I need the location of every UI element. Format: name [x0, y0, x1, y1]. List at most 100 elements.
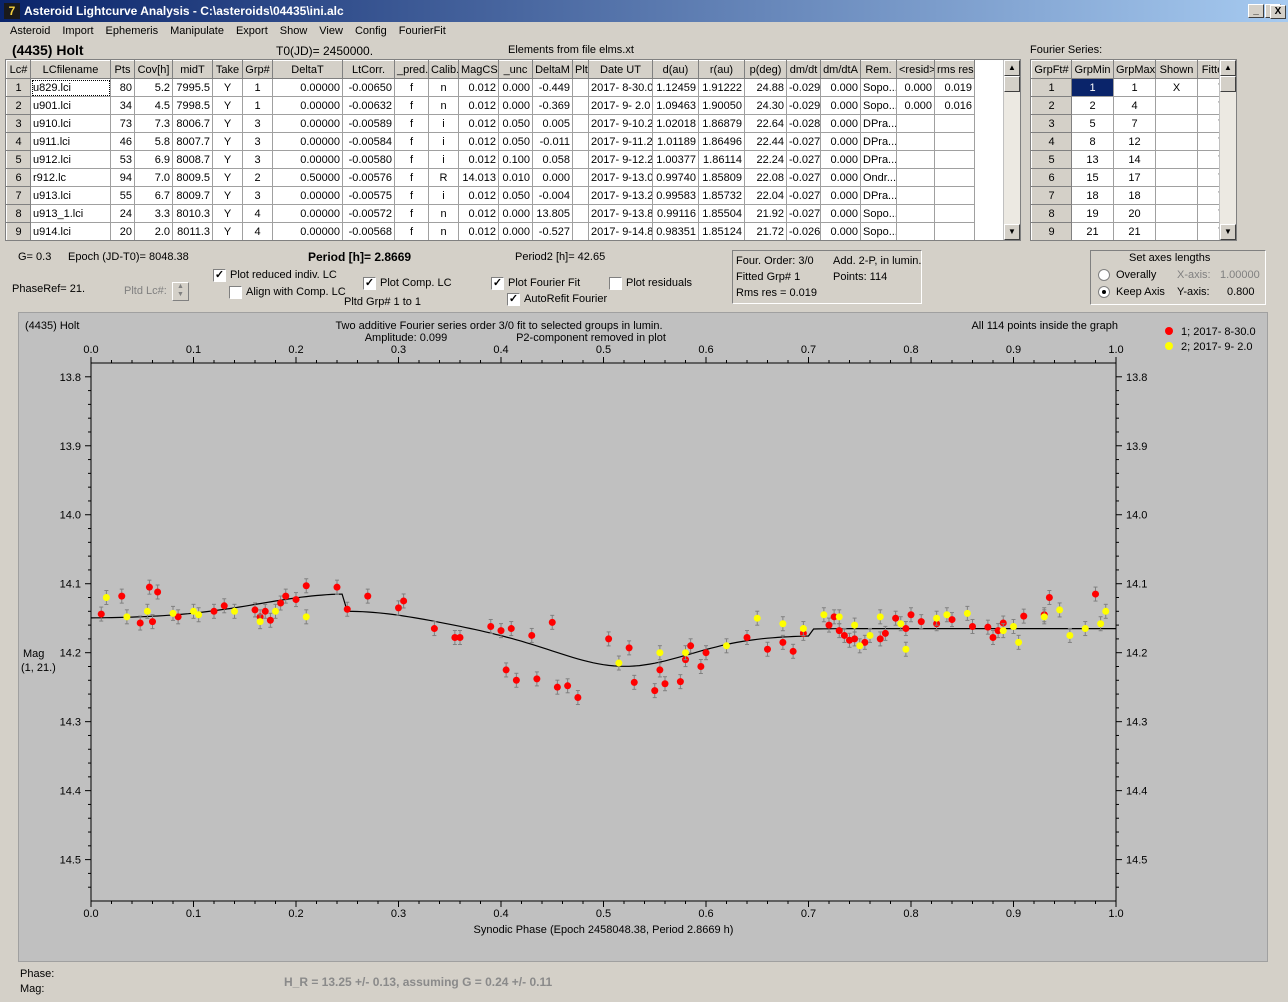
table-cell[interactable]: Y [212, 168, 243, 187]
lc-col-header[interactable]: Lc# [6, 60, 31, 79]
table-cell[interactable]: 3 [6, 114, 31, 133]
table-cell[interactable]: f [394, 96, 429, 115]
fourier-col-header[interactable]: GrpFt# [1031, 60, 1072, 79]
lightcurve-table[interactable]: Lc# LCfilename Pts Cov[h] midT Take Grp# DeltaT… [5, 59, 1021, 241]
fourier-col-header[interactable]: Shown [1155, 60, 1198, 79]
table-cell[interactable]: 0.00000 [272, 132, 343, 151]
table-cell[interactable]: 0.00000 [272, 186, 343, 205]
table-cell[interactable]: 13 [1071, 150, 1114, 169]
menu-manipulate[interactable]: Manipulate [170, 25, 224, 37]
table-cell[interactable]: 6.9 [134, 150, 173, 169]
table-cell[interactable]: 22.08 [744, 168, 787, 187]
table-cell[interactable] [934, 168, 975, 187]
table-cell[interactable]: 1.86496 [698, 132, 745, 151]
table-cell[interactable]: 2017- 9-13.2 [588, 186, 653, 205]
table-cell[interactable]: 0.000 [820, 114, 861, 133]
table-cell[interactable]: -0.027 [786, 132, 821, 151]
table-cell[interactable]: -0.027 [786, 168, 821, 187]
table-cell[interactable]: 7 [6, 186, 31, 205]
table-row[interactable]: 4812T [1031, 132, 1228, 151]
table-cell[interactable]: 8009.7 [172, 186, 213, 205]
table-cell[interactable]: 4 [1031, 132, 1072, 151]
lc-col-header[interactable]: dm/dtA [820, 60, 861, 79]
table-cell[interactable]: -0.00632 [342, 96, 395, 115]
table-cell[interactable]: 14 [1113, 150, 1156, 169]
table-cell[interactable]: -0.00589 [342, 114, 395, 133]
plot-residuals-checkbox[interactable] [609, 277, 622, 290]
table-cell[interactable]: Sopo... [860, 78, 897, 97]
table-cell[interactable]: 8 [1031, 204, 1072, 223]
table-cell[interactable]: 0.010 [498, 168, 533, 187]
table-cell[interactable] [572, 204, 589, 223]
table-cell[interactable]: 24 [110, 204, 135, 223]
table-cell[interactable] [896, 204, 935, 223]
table-cell[interactable]: 0.000 [820, 150, 861, 169]
table-cell[interactable]: 1 [1071, 78, 1114, 97]
table-cell[interactable]: -0.00576 [342, 168, 395, 187]
table-row[interactable]: 9 u914.lci 20 2.0 8011.3 Y 4 0.00000 -0.00568 f n 0… [6, 222, 975, 240]
table-cell[interactable]: Sopo... [860, 96, 897, 115]
lc-col-header[interactable]: Pts [110, 60, 135, 79]
table-cell[interactable]: 8006.7 [172, 114, 213, 133]
table-cell[interactable]: 5.8 [134, 132, 173, 151]
scroll-thumb[interactable] [1004, 76, 1020, 92]
table-row[interactable]: 5 u912.lci 53 6.9 8008.7 Y 3 0.00000 -0.00580 f i 0… [6, 150, 975, 169]
table-cell[interactable]: Y [212, 132, 243, 151]
lc-col-header[interactable]: DeltaT [272, 60, 343, 79]
table-cell[interactable]: 8011.3 [172, 222, 213, 240]
table-cell[interactable]: 0.012 [458, 114, 499, 133]
table-cell[interactable]: 1.91222 [698, 78, 745, 97]
table-cell[interactable]: 0.050 [498, 114, 533, 133]
table-cell[interactable]: n [428, 204, 459, 223]
table-cell[interactable]: 5 [1031, 150, 1072, 169]
table-cell[interactable]: 4 [6, 132, 31, 151]
table-cell[interactable] [572, 78, 589, 97]
menu-export[interactable]: Export [235, 25, 268, 37]
lc-col-header[interactable]: LtCorr. [342, 60, 395, 79]
table-row[interactable]: 2 u901.lci 34 4.5 7998.5 Y 1 0.00000 -0.00632 f n 0… [6, 96, 975, 115]
table-cell[interactable] [1155, 132, 1198, 151]
table-cell[interactable]: 7998.5 [172, 96, 213, 115]
table-cell[interactable]: 80 [110, 78, 135, 97]
table-cell[interactable]: 7 [1113, 114, 1156, 133]
table-cell[interactable]: 53 [110, 150, 135, 169]
table-cell[interactable]: 1.86114 [698, 150, 745, 169]
table-cell[interactable]: 0.000 [820, 168, 861, 187]
pltd-lc-spinner[interactable]: ▲ ▼ [172, 282, 189, 301]
table-cell[interactable]: 0.99583 [652, 186, 699, 205]
table-cell[interactable]: Sopo... [860, 222, 897, 240]
table-cell[interactable] [896, 222, 935, 240]
table-cell[interactable] [1155, 186, 1198, 205]
table-cell[interactable]: 8 [1071, 132, 1114, 151]
table-cell[interactable]: 6.7 [134, 186, 173, 205]
table-cell[interactable]: 0.00000 [272, 150, 343, 169]
table-cell[interactable]: 1 [1031, 78, 1072, 97]
table-cell[interactable] [896, 168, 935, 187]
table-cell[interactable]: 0.000 [498, 204, 533, 223]
table-cell[interactable]: 0.00000 [272, 204, 343, 223]
table-cell[interactable]: 0.99116 [652, 204, 699, 223]
lc-col-header[interactable]: Cov[h] [134, 60, 173, 79]
table-cell[interactable]: X [1155, 78, 1198, 97]
autorefit-checkbox[interactable]: ✓ [507, 293, 520, 306]
table-cell[interactable]: Y [212, 78, 243, 97]
table-cell[interactable] [896, 186, 935, 205]
table-cell[interactable]: 8009.5 [172, 168, 213, 187]
lc-col-header[interactable]: Date UT [588, 60, 653, 79]
plot-fourier-checkbox[interactable]: ✓ [491, 277, 504, 290]
table-cell[interactable] [934, 204, 975, 223]
table-cell[interactable]: 1 [242, 78, 273, 97]
table-cell[interactable] [572, 150, 589, 169]
table-row[interactable]: 224T [1031, 96, 1228, 115]
table-cell[interactable]: 8008.7 [172, 150, 213, 169]
fourier-table-scrollbar[interactable]: ▲ ▼ [1219, 60, 1236, 240]
table-cell[interactable]: Y [212, 114, 243, 133]
table-cell[interactable]: -0.00584 [342, 132, 395, 151]
menu-view[interactable]: View [319, 25, 343, 37]
table-cell[interactable] [934, 150, 975, 169]
table-cell[interactable]: 6 [1031, 168, 1072, 187]
table-cell[interactable]: 2017- 9-13.8 [588, 204, 653, 223]
table-row[interactable]: 357T [1031, 114, 1228, 133]
table-cell[interactable]: 2.0 [134, 222, 173, 240]
table-row[interactable]: 71818T [1031, 186, 1228, 205]
